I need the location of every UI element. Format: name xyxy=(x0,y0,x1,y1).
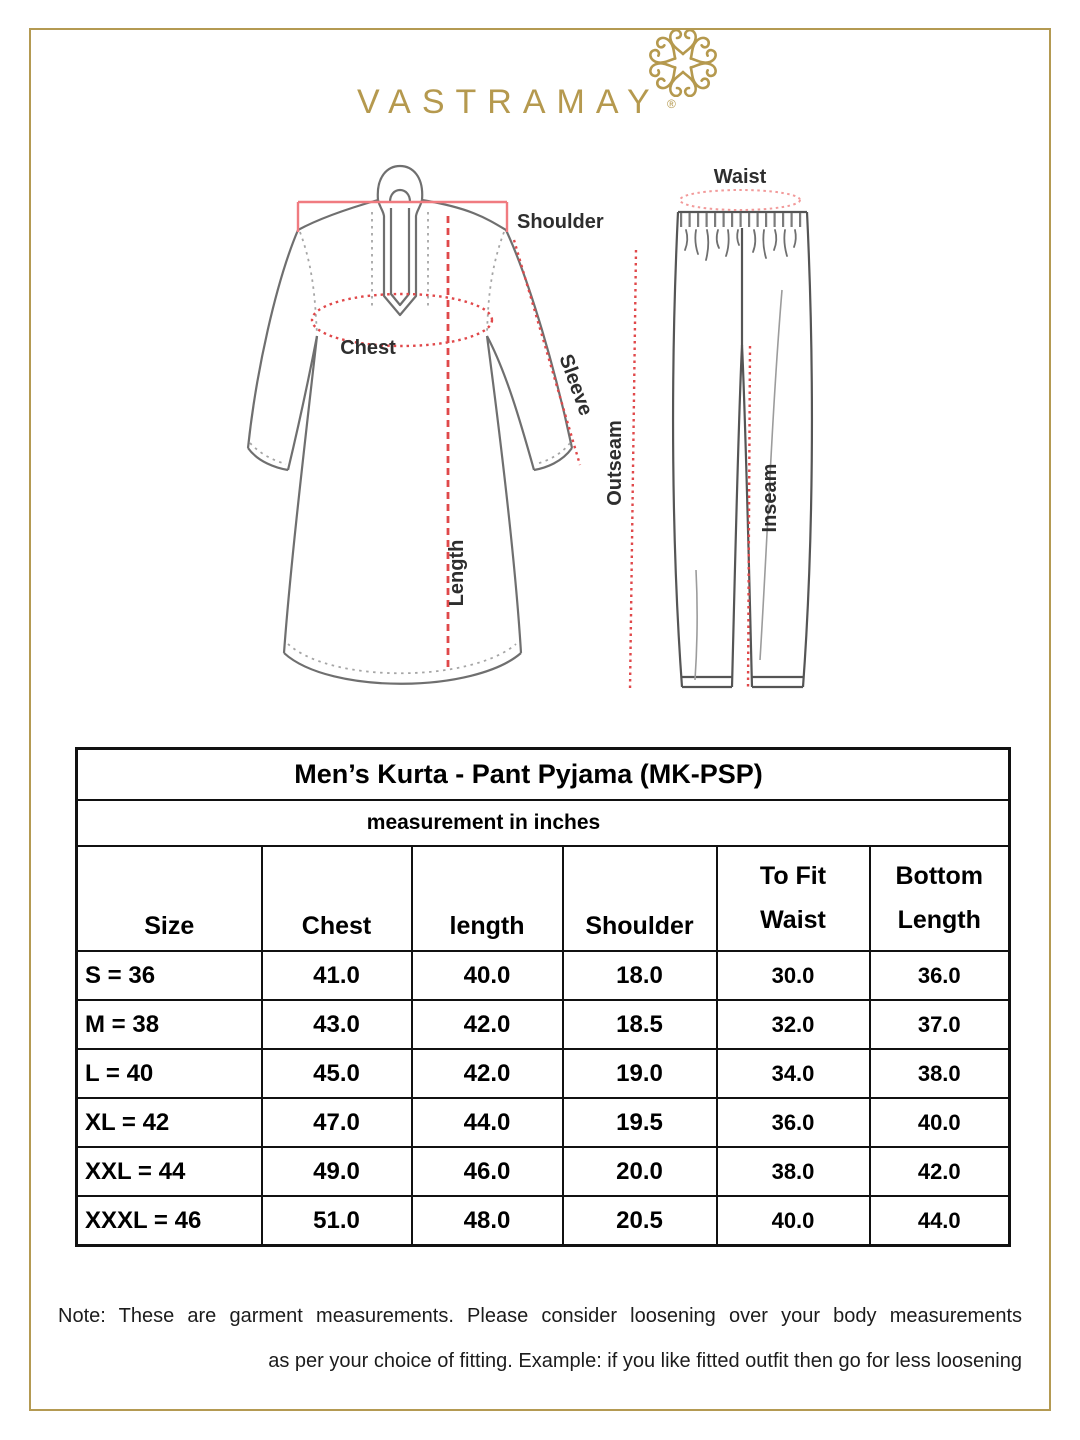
value-cell: 42.0 xyxy=(410,999,564,1050)
size-cell: L = 40 xyxy=(75,1048,263,1099)
size-cell: S = 36 xyxy=(75,950,263,1001)
value-cell: 38.0 xyxy=(868,1048,1011,1099)
chest-label: Chest xyxy=(340,337,396,359)
length-label: Length xyxy=(446,540,468,607)
size-cell: XXL = 44 xyxy=(75,1146,263,1197)
table-subtitle-row: measurement in inches xyxy=(75,799,1011,847)
table-title: Men’s Kurta - Pant Pyjama (MK-PSP) xyxy=(75,747,1011,801)
value-cell: 41.0 xyxy=(260,950,413,1001)
table-row: S = 36 41.0 40.0 18.0 30.0 36.0 xyxy=(75,950,1011,1001)
size-guide-diagram: Shoulder Chest Sleeve Length Waist Outse… xyxy=(246,164,814,691)
value-cell: 44.0 xyxy=(410,1097,564,1148)
value-cell: 20.5 xyxy=(561,1195,718,1247)
value-cell: 47.0 xyxy=(260,1097,413,1148)
value-cell: 42.0 xyxy=(410,1048,564,1099)
table-header-row: Size Chest length Shoulder To Fit Waist … xyxy=(75,845,1011,952)
value-cell: 19.0 xyxy=(561,1048,718,1099)
value-cell: 32.0 xyxy=(715,999,871,1050)
registered-trademark-icon: ® xyxy=(667,97,676,111)
value-cell: 46.0 xyxy=(410,1146,564,1197)
size-cell: XXXL = 46 xyxy=(75,1195,263,1247)
value-cell: 37.0 xyxy=(868,999,1011,1050)
value-cell: 30.0 xyxy=(715,950,871,1001)
value-cell: 44.0 xyxy=(868,1195,1011,1247)
table-title-row: Men’s Kurta - Pant Pyjama (MK-PSP) xyxy=(75,747,1011,801)
shoulder-label: Shoulder xyxy=(517,211,604,233)
value-cell: 45.0 xyxy=(260,1048,413,1099)
pyjama-drawing xyxy=(671,210,814,689)
outseam-label: Outseam xyxy=(604,420,626,506)
value-cell: 36.0 xyxy=(715,1097,871,1148)
pyjama-gathers xyxy=(684,229,797,261)
size-chart-section: Men’s Kurta - Pant Pyjama (MK-PSP) measu… xyxy=(75,747,1011,1247)
note-text: Note: These are garment measurements. Pl… xyxy=(58,1294,1022,1384)
column-header-bottom-length: Bottom Length xyxy=(868,845,1011,952)
table-row: XL = 42 47.0 44.0 19.5 36.0 40.0 xyxy=(75,1097,1011,1148)
column-header-length: length xyxy=(410,845,564,952)
size-cell: M = 38 xyxy=(75,999,263,1050)
value-cell: 42.0 xyxy=(868,1146,1011,1197)
kurta-stitch-details xyxy=(249,212,571,675)
value-cell: 18.5 xyxy=(561,999,718,1050)
size-table-body: Men’s Kurta - Pant Pyjama (MK-PSP) measu… xyxy=(75,747,1011,1247)
note-line-1: Note: These are garment measurements. Pl… xyxy=(58,1305,1022,1327)
kurta-drawing xyxy=(246,164,574,685)
size-table: Men’s Kurta - Pant Pyjama (MK-PSP) measu… xyxy=(75,747,1011,1247)
inseam-label: Inseam xyxy=(759,464,781,533)
brand-logo-text: VASTRAMAY xyxy=(357,83,661,121)
mandala-flower-icon xyxy=(649,29,717,97)
value-cell: 51.0 xyxy=(260,1195,413,1247)
table-row: XXL = 44 49.0 46.0 20.0 38.0 42.0 xyxy=(75,1146,1011,1197)
value-cell: 36.0 xyxy=(868,950,1011,1001)
table-row: M = 38 43.0 42.0 18.5 32.0 37.0 xyxy=(75,999,1011,1050)
value-cell: 34.0 xyxy=(715,1048,871,1099)
table-subtitle: measurement in inches xyxy=(75,799,1011,847)
value-cell: 38.0 xyxy=(715,1146,871,1197)
value-cell: 43.0 xyxy=(260,999,413,1050)
value-cell: 18.0 xyxy=(561,950,718,1001)
sleeve-label: Sleeve xyxy=(554,351,596,418)
value-cell: 19.5 xyxy=(561,1097,718,1148)
measurement-lines xyxy=(296,189,801,691)
note-line-2: as per your choice of fitting. Example: … xyxy=(268,1350,1022,1372)
column-header-chest: Chest xyxy=(260,845,413,952)
column-header-size: Size xyxy=(75,845,263,952)
waist-label: Waist xyxy=(714,166,767,188)
value-cell: 48.0 xyxy=(410,1195,564,1247)
column-header-to-fit-waist: To Fit Waist xyxy=(715,845,871,952)
column-header-shoulder: Shoulder xyxy=(561,845,718,952)
table-row: XXXL = 46 51.0 48.0 20.5 40.0 44.0 xyxy=(75,1195,1011,1247)
value-cell: 40.0 xyxy=(715,1195,871,1247)
pyjama-wrinkles xyxy=(694,289,783,681)
value-cell: 20.0 xyxy=(561,1146,718,1197)
value-cell: 40.0 xyxy=(868,1097,1011,1148)
size-cell: XL = 42 xyxy=(75,1097,263,1148)
table-row: L = 40 45.0 42.0 19.0 34.0 38.0 xyxy=(75,1048,1011,1099)
value-cell: 49.0 xyxy=(260,1146,413,1197)
value-cell: 40.0 xyxy=(410,950,564,1001)
